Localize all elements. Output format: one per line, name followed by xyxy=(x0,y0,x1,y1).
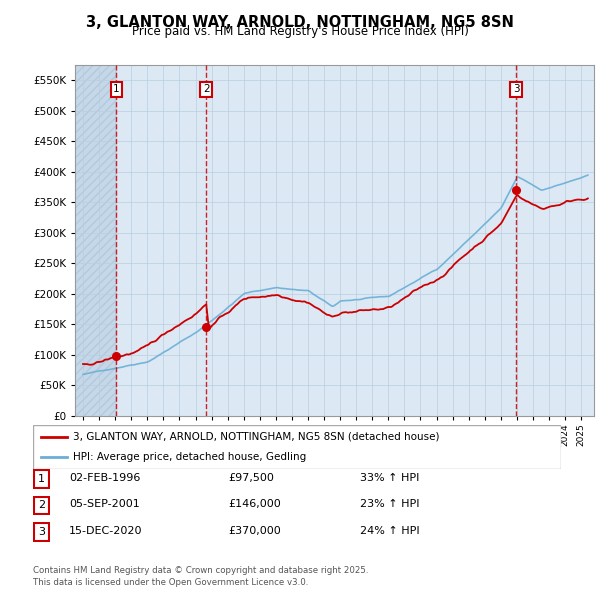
Text: 33% ↑ HPI: 33% ↑ HPI xyxy=(360,473,419,483)
Text: 2: 2 xyxy=(38,500,45,510)
Text: 23% ↑ HPI: 23% ↑ HPI xyxy=(360,500,419,509)
Text: 3: 3 xyxy=(38,527,45,537)
Text: £146,000: £146,000 xyxy=(228,500,281,509)
FancyBboxPatch shape xyxy=(33,425,561,469)
Text: HPI: Average price, detached house, Gedling: HPI: Average price, detached house, Gedl… xyxy=(73,452,306,461)
Text: £97,500: £97,500 xyxy=(228,473,274,483)
Bar xyxy=(75,65,116,416)
Bar xyxy=(75,65,116,416)
Text: 02-FEB-1996: 02-FEB-1996 xyxy=(69,473,140,483)
Text: 24% ↑ HPI: 24% ↑ HPI xyxy=(360,526,419,536)
Text: 1: 1 xyxy=(113,84,120,94)
Text: Price paid vs. HM Land Registry's House Price Index (HPI): Price paid vs. HM Land Registry's House … xyxy=(131,25,469,38)
FancyBboxPatch shape xyxy=(34,523,49,540)
Text: 15-DEC-2020: 15-DEC-2020 xyxy=(69,526,143,536)
Text: Contains HM Land Registry data © Crown copyright and database right 2025.
This d: Contains HM Land Registry data © Crown c… xyxy=(33,566,368,587)
Text: £370,000: £370,000 xyxy=(228,526,281,536)
FancyBboxPatch shape xyxy=(34,470,49,487)
Text: 3, GLANTON WAY, ARNOLD, NOTTINGHAM, NG5 8SN: 3, GLANTON WAY, ARNOLD, NOTTINGHAM, NG5 … xyxy=(86,15,514,30)
Text: 2: 2 xyxy=(203,84,209,94)
Text: 3: 3 xyxy=(513,84,520,94)
Text: 3, GLANTON WAY, ARNOLD, NOTTINGHAM, NG5 8SN (detached house): 3, GLANTON WAY, ARNOLD, NOTTINGHAM, NG5 … xyxy=(73,432,439,442)
Text: 05-SEP-2001: 05-SEP-2001 xyxy=(69,500,140,509)
Text: 1: 1 xyxy=(38,474,45,484)
FancyBboxPatch shape xyxy=(34,497,49,514)
